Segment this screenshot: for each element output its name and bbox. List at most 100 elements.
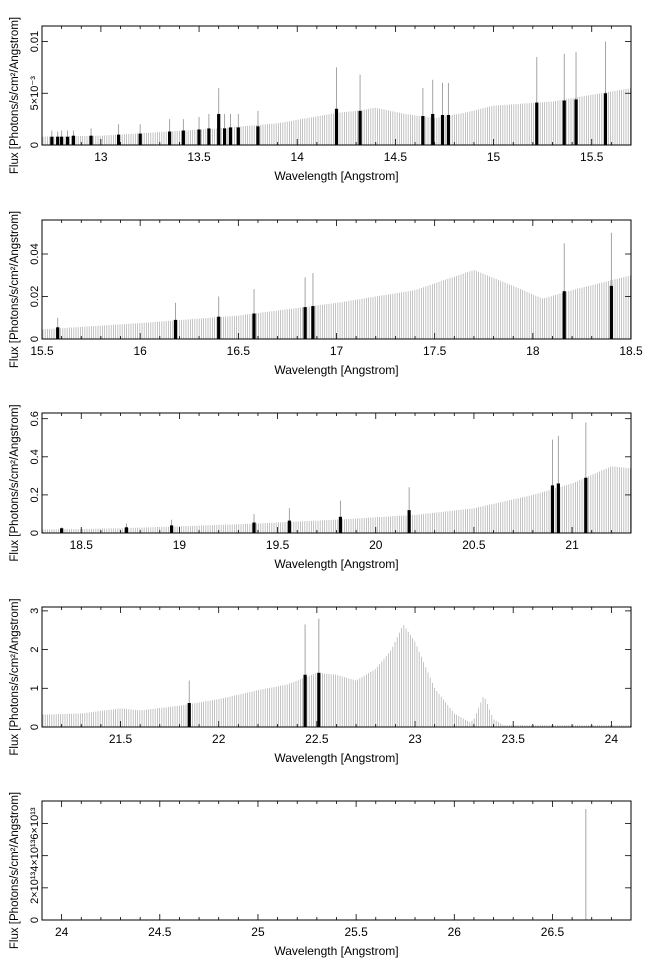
line-bar-6: [89, 135, 93, 145]
line-bar-4: [65, 136, 70, 145]
line-bar-2: [303, 674, 307, 727]
line-bar-4: [252, 313, 256, 339]
y-tick-label: 0: [29, 530, 41, 536]
line-bar-26: [574, 99, 578, 145]
y-tick-label: 0.04: [29, 243, 41, 264]
x-tick-label: 18.5: [619, 344, 643, 358]
line-bar-12: [207, 128, 211, 145]
x-tick-label: 20.5: [462, 538, 486, 552]
x-tick-label: 26.5: [541, 925, 565, 939]
x-tick-label: 14: [291, 150, 305, 164]
line-bar-20: [421, 116, 425, 145]
x-tick-label: 14.5: [384, 150, 408, 164]
x-tick-label: 22.5: [305, 732, 329, 746]
x-tick-label: 26: [448, 925, 462, 939]
x-tick-label: 16: [133, 344, 147, 358]
line-bar-10: [181, 130, 185, 145]
y-tick-label: 0.4: [29, 449, 41, 464]
line-bar-15: [228, 127, 233, 145]
x-tick-label: 19.5: [266, 538, 290, 552]
x-tick-label: 22: [212, 732, 226, 746]
line-bar-9: [556, 483, 560, 533]
y-tick-label: 2: [29, 647, 41, 653]
x-tick-label: 13: [94, 150, 108, 164]
line-bar-7: [116, 134, 121, 145]
line-bar-23: [446, 114, 451, 145]
line-bar-5: [287, 520, 291, 533]
line-bar-10: [584, 477, 588, 533]
x-tick-label: 24.5: [148, 925, 172, 939]
y-tick-label: 6×10¹³: [29, 807, 41, 839]
x-tick-label: 18: [526, 344, 540, 358]
y-tick-label: 0.02: [29, 286, 41, 307]
y-tick-label: 0: [29, 917, 41, 923]
x-tick-label: 16.5: [227, 344, 251, 358]
plot-frame: [41, 800, 632, 921]
line-bar-4: [252, 522, 256, 533]
y-tick-label: 0.6: [29, 411, 41, 426]
line-bar-2: [124, 527, 129, 533]
x-tick-label: 21.5: [109, 732, 133, 746]
x-tick-label: 15.5: [580, 150, 604, 164]
x-tick-label: 17.5: [423, 344, 447, 358]
line-bar-5: [303, 307, 307, 339]
x-tick-label: 21: [565, 538, 579, 552]
line-bar-6: [311, 306, 315, 339]
spectrum-panel-3: 18.5 19 19.5 20 20.5 21 0 0.2 0.4 0.6 Wavelength […: [9, 404, 632, 571]
line-bar-16: [236, 127, 240, 145]
x-tick-label: 25.5: [344, 925, 368, 939]
model-continuum: [42, 625, 631, 727]
x-tick-label: 23: [408, 732, 422, 746]
y-axis-label: Flux [Photons/s/cm²/Angstrom]: [9, 792, 21, 949]
line-bar-2: [56, 136, 60, 145]
x-tick-label: 15.5: [30, 344, 54, 358]
line-bar-22: [440, 114, 445, 145]
line-bar-8: [550, 485, 555, 533]
x-tick-label: 25: [251, 925, 265, 939]
x-tick-label: 13.5: [187, 150, 211, 164]
y-tick-label: 4×10¹³: [29, 839, 41, 871]
line-bar-3: [217, 316, 221, 339]
y-tick-label: 3: [29, 608, 41, 614]
model-continuum: [42, 466, 631, 533]
line-bar-25: [562, 100, 566, 145]
x-tick-label: 23.5: [502, 732, 526, 746]
x-axis-label: Wavelength [Angstrom]: [274, 557, 398, 571]
line-bar-6: [338, 516, 343, 533]
y-tick-label: 0: [29, 336, 41, 342]
y-tick-label: 5×10⁻³: [29, 76, 41, 111]
y-axis-label: Flux [Photons/s/cm²/Angstrom]: [9, 598, 21, 755]
y-tick-label: 0.2: [29, 487, 41, 502]
line-bar-3: [169, 525, 174, 533]
line-bar-13: [217, 113, 221, 145]
line-bar-2: [173, 319, 178, 339]
x-tick-label: 24: [55, 925, 69, 939]
line-bar-1: [187, 703, 191, 727]
y-axis-label: Flux [Photons/s/cm²/Angstrom]: [9, 404, 21, 561]
x-tick-label: 17: [330, 344, 344, 358]
line-bar-17: [256, 126, 260, 145]
spectrum-panel-1: 13 13.5 14 14.5 15 15.5 0 5×10⁻³ 0.01 Wavelength …: [9, 17, 632, 183]
x-tick-label: 19: [173, 538, 187, 552]
line-bar-8: [138, 133, 142, 145]
y-axis-label: Flux [Photons/s/cm²/Angstrom]: [9, 211, 21, 368]
x-axis-label: Wavelength [Angstrom]: [274, 751, 398, 765]
spectrum-panel-2: 15.5 16 16.5 17 17.5 18 18.5 0 0.02 0.04 Wavelengt…: [9, 211, 643, 377]
line-bar-1: [56, 327, 60, 339]
line-bar-3: [60, 136, 64, 145]
y-tick-label: 0: [29, 142, 41, 148]
y-axis-label: Flux [Photons/s/cm²/Angstrom]: [9, 17, 21, 174]
model-continuum: [42, 270, 631, 339]
y-tick-label: 0: [29, 724, 41, 730]
x-tick-label: 20: [369, 538, 383, 552]
line-bar-1: [50, 136, 54, 145]
line-bar-7: [562, 291, 566, 339]
line-bar-11: [197, 129, 201, 145]
x-axis-label: Wavelength [Angstrom]: [274, 944, 398, 958]
y-tick-label: 2×10¹³: [29, 871, 41, 903]
line-bar-3: [317, 672, 321, 727]
plot-frame: [41, 606, 632, 728]
